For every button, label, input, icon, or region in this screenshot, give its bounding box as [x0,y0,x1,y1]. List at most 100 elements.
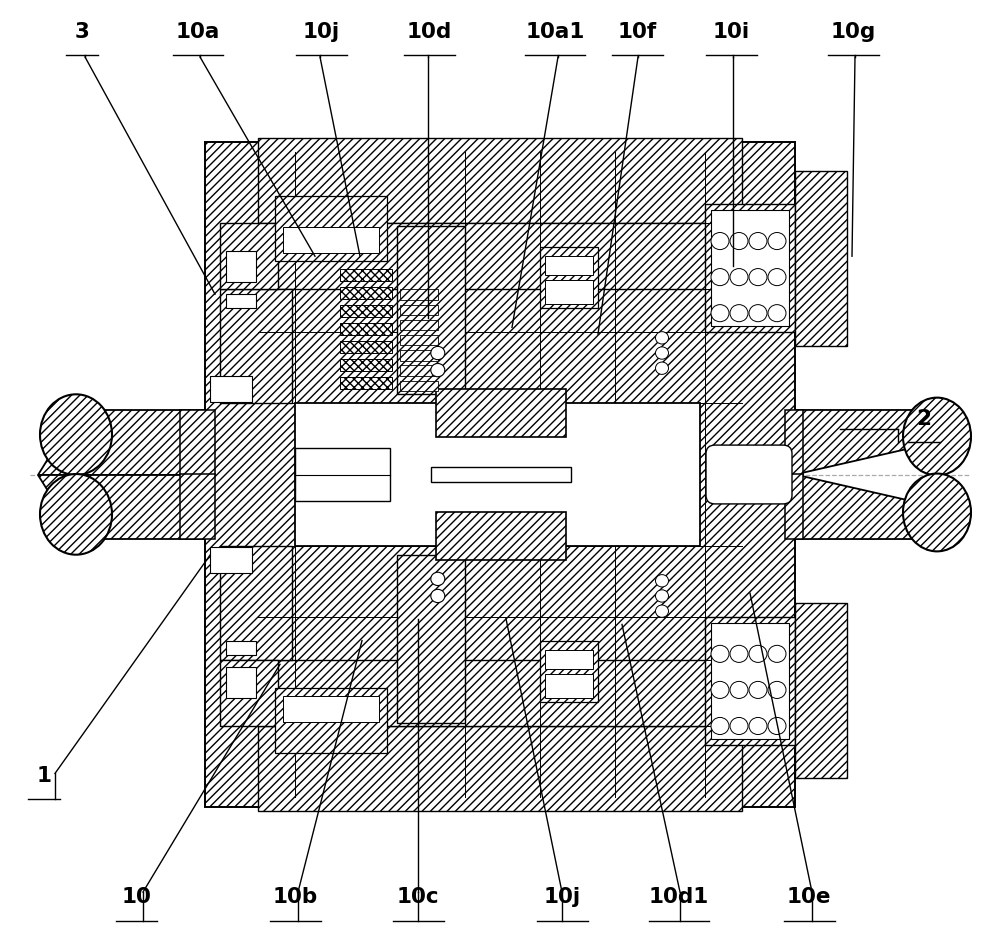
Ellipse shape [40,395,112,474]
Bar [795,171,847,346]
Bar [295,448,390,501]
Bar [400,365,438,376]
Bar [277,223,722,289]
Bar [431,467,571,482]
Circle shape [749,717,767,735]
Bar [711,623,789,739]
Bar [436,389,566,437]
Text: 1: 1 [36,766,51,786]
Bar [340,323,392,335]
Circle shape [656,332,668,344]
Bar [785,410,803,474]
Circle shape [768,233,786,250]
Bar [785,474,803,539]
Circle shape [431,346,445,360]
Polygon shape [795,410,965,474]
Circle shape [768,305,786,322]
Circle shape [656,605,668,618]
Circle shape [656,347,668,360]
Bar [400,335,438,345]
Bar [226,667,256,698]
Circle shape [730,717,748,735]
Bar [545,650,593,669]
Bar [400,305,438,315]
Text: 2: 2 [916,409,931,429]
Bar [226,251,256,282]
Bar [540,247,598,308]
Bar [226,641,256,655]
Text: 10a1: 10a1 [525,22,585,42]
Bar [340,287,392,299]
Bar [210,376,252,402]
Circle shape [711,681,729,698]
Bar [275,196,387,261]
Bar [397,555,465,723]
Bar [226,294,256,308]
Text: 10i: 10i [713,22,750,42]
Bar [283,696,379,722]
Text: 10e: 10e [787,887,832,907]
Text: 10a: 10a [176,22,220,42]
Circle shape [711,233,729,250]
Circle shape [656,363,668,375]
Circle shape [730,645,748,662]
Circle shape [711,305,729,322]
Bar [258,138,742,223]
Ellipse shape [903,398,971,475]
Bar [258,726,742,811]
Circle shape [431,589,445,603]
Text: 10j: 10j [303,22,340,42]
Bar [340,377,392,389]
Bar [545,280,593,304]
Bar [540,641,598,702]
Circle shape [730,305,748,322]
Bar [400,289,438,300]
Bar [210,547,252,573]
Text: 10d1: 10d1 [649,887,709,907]
Bar [340,359,392,371]
Circle shape [768,269,786,286]
Bar [180,410,215,474]
Bar [295,403,700,546]
Text: 10d: 10d [407,22,452,42]
Bar [400,381,438,391]
Bar [220,223,278,289]
Ellipse shape [903,474,971,551]
Bar [705,204,795,332]
Bar [545,256,593,275]
Circle shape [431,572,445,586]
Bar [705,617,795,745]
Text: 10f: 10f [618,22,657,42]
Circle shape [730,681,748,698]
Bar [180,474,215,539]
Ellipse shape [40,474,112,554]
Bar [340,269,392,281]
Text: 10j: 10j [544,887,581,907]
Circle shape [749,305,767,322]
Bar [275,688,387,753]
Circle shape [711,717,729,735]
Bar [277,660,722,726]
Bar [220,660,278,726]
Text: 3: 3 [74,22,89,42]
Circle shape [711,269,729,286]
Circle shape [656,575,668,586]
Bar [397,226,465,394]
Polygon shape [38,474,205,539]
Text: 10c: 10c [397,887,440,907]
Bar [340,341,392,353]
Bar [436,512,566,560]
Bar [205,142,795,807]
Text: 10b: 10b [273,887,318,907]
Bar [220,289,292,403]
Circle shape [656,589,668,603]
Circle shape [768,717,786,735]
Text: 10g: 10g [831,22,876,42]
Circle shape [730,233,748,250]
Polygon shape [38,410,205,474]
FancyBboxPatch shape [706,445,792,504]
Circle shape [768,645,786,662]
Bar [400,320,438,330]
Circle shape [749,233,767,250]
Text: 10: 10 [122,887,151,907]
